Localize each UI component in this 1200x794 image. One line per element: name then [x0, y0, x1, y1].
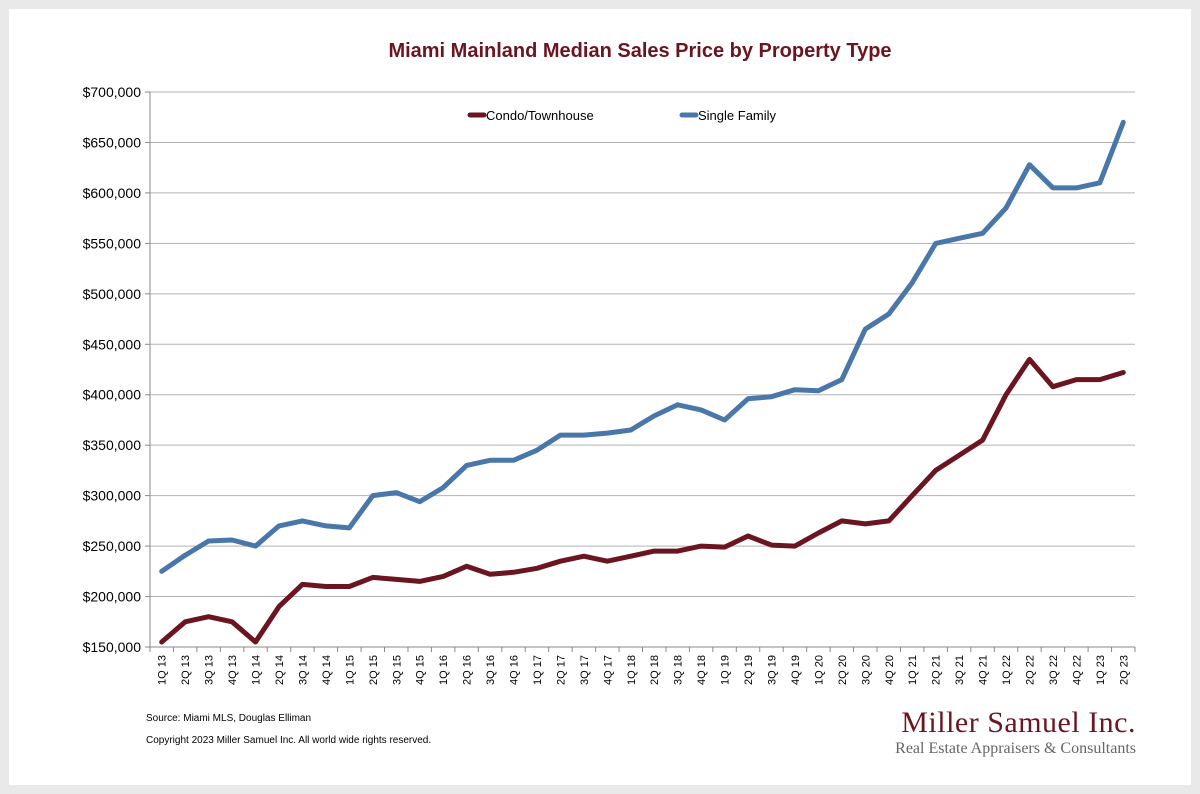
x-axis: 1Q 13 2Q 13 3Q 13 4Q 13 1Q 14 2Q 14 3Q 14 4Q 14…: [149, 646, 1136, 685]
source-note: Source: Miami MLS, Douglas Elliman: [146, 713, 312, 724]
x-tick-label: 3Q 19: [766, 655, 778, 685]
x-tick-label: 1Q 16: [438, 655, 450, 685]
x-tick-label: 1Q 14: [251, 655, 263, 685]
copyright-note: Copyright 2023 Miller Samuel Inc. All wo…: [146, 735, 432, 746]
x-tick-label: 2Q 20: [837, 655, 849, 685]
x-tick-label: 3Q 22: [1048, 655, 1060, 685]
grid-lines: [150, 91, 1135, 648]
y-tick-label: $500,000: [83, 286, 142, 302]
x-tick-label: 1Q 19: [720, 655, 732, 685]
y-tick-label: $250,000: [83, 538, 142, 554]
logo-tagline: Real Estate Appraisers & Consultants: [895, 740, 1136, 757]
y-tick-label: $450,000: [83, 336, 142, 352]
y-tick-label: $150,000: [83, 639, 142, 655]
y-tick-label: $550,000: [83, 235, 142, 251]
y-tick-label: $200,000: [83, 589, 142, 605]
x-tick-label: 1Q 23: [1095, 655, 1107, 685]
x-tick-label: 4Q 21: [978, 655, 990, 685]
y-axis: $150,000 $200,000 $250,000 $300,000 $350,000…: [83, 84, 151, 655]
x-tick-label: 4Q 15: [415, 655, 427, 685]
y-tick-label: $400,000: [83, 387, 142, 403]
x-tick-label: 4Q 18: [696, 655, 708, 685]
x-tick-label: 3Q 16: [485, 655, 497, 685]
x-tick-label: 2Q 22: [1024, 655, 1036, 685]
x-tick-label: 1Q 15: [344, 655, 356, 685]
x-tick-label: 4Q 14: [321, 655, 333, 685]
company-logo: Miller Samuel Inc. Real Estate Appraiser…: [836, 706, 1136, 758]
x-tick-label: 4Q 17: [602, 655, 614, 685]
x-tick-label: 3Q 13: [204, 655, 216, 685]
x-tick-label: 3Q 14: [297, 655, 309, 685]
x-tick-label: 3Q 17: [579, 655, 591, 685]
chart-title: Miami Mainland Median Sales Price by Pro…: [388, 40, 892, 62]
y-tick-label: $600,000: [83, 185, 142, 201]
x-tick-label: 1Q 22: [1001, 655, 1013, 685]
series-line-single-family: [159, 119, 1126, 574]
x-tick-label: 4Q 16: [509, 655, 521, 685]
logo-name: Miller Samuel Inc.: [901, 706, 1136, 739]
x-tick-label: 1Q 21: [907, 655, 919, 685]
x-tick-label: 3Q 21: [954, 655, 966, 685]
x-tick-label: 4Q 22: [1071, 655, 1083, 685]
x-tick-label: 2Q 15: [368, 655, 380, 685]
x-tick-label: 1Q 17: [532, 655, 544, 685]
x-tick-label: 1Q 13: [157, 655, 169, 685]
x-tick-label: 3Q 18: [673, 655, 685, 685]
x-tick-label: 4Q 20: [884, 655, 896, 685]
x-tick-label: 2Q 23: [1118, 655, 1130, 685]
x-tick-label: 2Q 16: [462, 655, 474, 685]
y-tick-label: $700,000: [83, 84, 142, 100]
x-tick-label: 4Q 19: [790, 655, 802, 685]
y-tick-label: $350,000: [83, 437, 142, 453]
x-tick-label: 2Q 14: [274, 655, 286, 685]
x-tick-label: 4Q 13: [227, 655, 239, 685]
x-tick-label: 2Q 18: [649, 655, 661, 685]
x-tick-label: 1Q 20: [813, 655, 825, 685]
y-tick-label: $650,000: [83, 134, 142, 150]
x-tick-label: 3Q 15: [391, 655, 403, 685]
series-lines: [159, 119, 1126, 645]
legend-label: Condo/Townhouse: [486, 108, 594, 123]
x-tick-label: 2Q 13: [180, 655, 192, 685]
legend: Condo/Townhouse Single Family: [467, 108, 777, 123]
legend-label: Single Family: [698, 108, 777, 123]
x-tick-label: 1Q 18: [626, 655, 638, 685]
series-line-condo-townhouse: [159, 356, 1126, 645]
x-tick-label: 2Q 17: [555, 655, 567, 685]
x-tick-label: 3Q 20: [860, 655, 872, 685]
y-tick-label: $300,000: [83, 488, 142, 504]
x-tick-label: 2Q 21: [931, 655, 943, 685]
x-tick-label: 2Q 19: [743, 655, 755, 685]
chart-card: [9, 9, 1191, 785]
